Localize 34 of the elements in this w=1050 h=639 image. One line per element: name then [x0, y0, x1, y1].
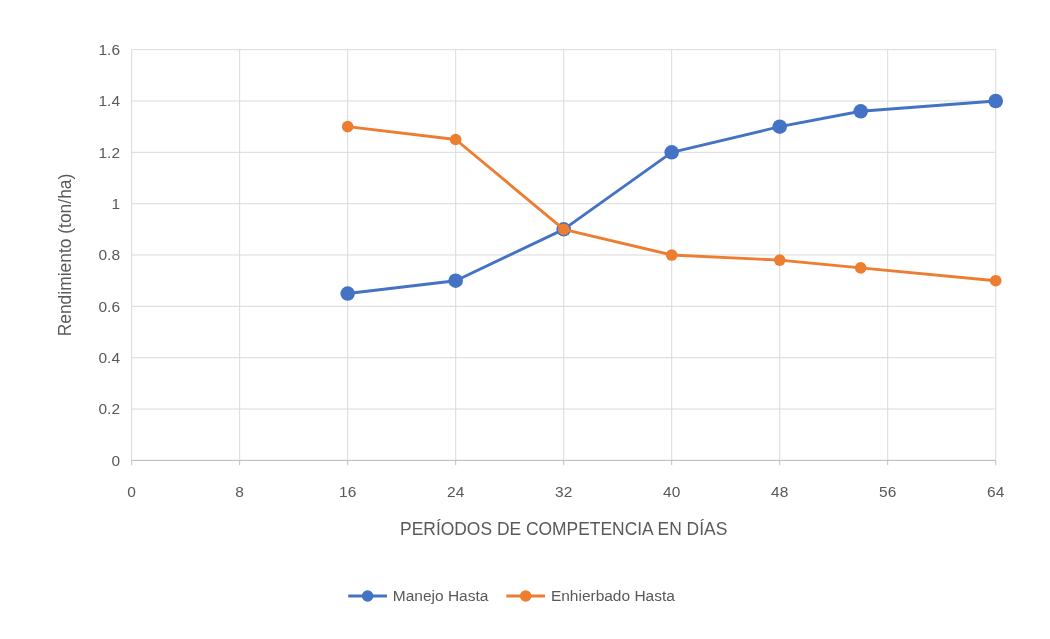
x-tick-label: 16 [339, 483, 357, 501]
x-tick-label: 64 [987, 483, 1005, 501]
point [854, 262, 867, 274]
legend-label: Manejo Hasta [392, 587, 489, 605]
y-tick-label: 1.6 [98, 41, 121, 59]
point [853, 104, 868, 119]
y-axis-title: Rendimiento (ton/ha) [54, 173, 75, 337]
point [340, 286, 355, 301]
point [772, 119, 787, 134]
x-tick-label: 56 [879, 483, 897, 501]
point [989, 274, 1002, 287]
x-tick-label: 8 [235, 483, 244, 501]
x-tick-label: 24 [447, 483, 465, 501]
x-tick-label: 0 [127, 483, 136, 501]
y-tick-label: 1.4 [98, 92, 121, 110]
y-tick-label: 0 [111, 451, 121, 469]
point [988, 93, 1003, 109]
point [664, 145, 679, 160]
legend-label: Enhierbado Hasta [550, 587, 676, 605]
point [665, 249, 678, 261]
point [341, 120, 354, 133]
point [449, 133, 462, 146]
point [773, 254, 786, 266]
y-tick-label: 1.2 [98, 143, 121, 161]
x-tick-label: 32 [555, 483, 573, 501]
x-tick-label: 40 [663, 483, 681, 501]
y-tick-label: 0.2 [98, 400, 121, 418]
y-tick-label: 0.8 [98, 246, 121, 264]
point [448, 273, 463, 288]
y-tick-label: 1 [111, 195, 121, 213]
x-axis-title: PERÍODOS DE COMPETENCIA EN DÍAS [400, 518, 728, 539]
x-tick-label: 48 [771, 483, 789, 501]
y-tick-label: 0.6 [98, 297, 121, 315]
y-tick-label: 0.4 [98, 349, 121, 367]
